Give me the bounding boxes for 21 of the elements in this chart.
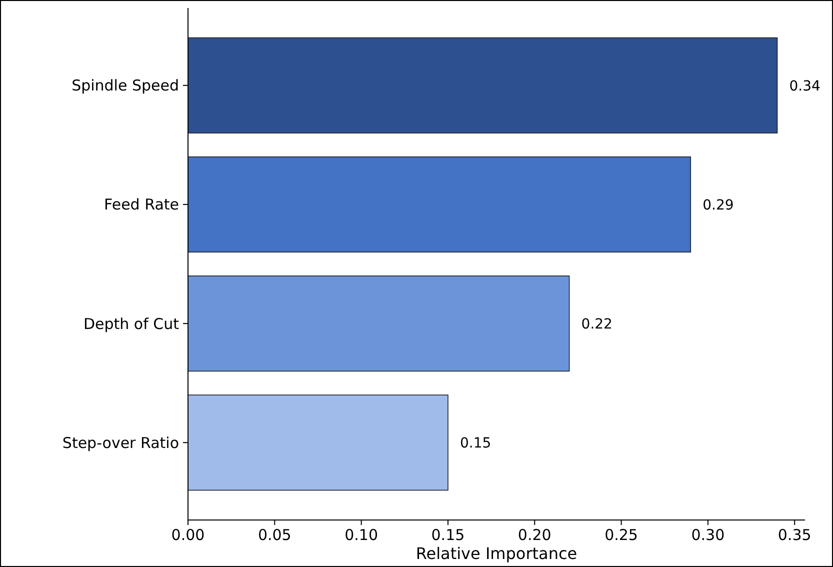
x-tick-label: 0.15 bbox=[431, 526, 465, 544]
y-tick-label: Spindle Speed bbox=[72, 76, 179, 95]
y-tick-label: Feed Rate bbox=[104, 196, 179, 214]
bar bbox=[188, 37, 778, 134]
data-label: 0.29 bbox=[702, 197, 734, 214]
x-tick-label: 0.20 bbox=[518, 526, 552, 544]
x-tick-label: 0.00 bbox=[171, 526, 205, 544]
bar bbox=[188, 394, 448, 491]
x-tick-label: 0.10 bbox=[344, 526, 378, 544]
x-axis-title: Relative Importance bbox=[416, 544, 578, 563]
data-label: 0.15 bbox=[460, 436, 492, 452]
bar bbox=[188, 276, 570, 372]
y-tick-label: Depth of Cut bbox=[83, 314, 180, 333]
bar bbox=[188, 156, 692, 252]
data-label: 0.34 bbox=[789, 78, 821, 94]
y-tick-label: Step-over Ratio bbox=[62, 434, 179, 452]
data-label: 0.22 bbox=[581, 316, 612, 332]
x-tick-label: 0.25 bbox=[604, 526, 638, 544]
x-tick-label: 0.35 bbox=[778, 526, 812, 544]
x-tick-label: 0.05 bbox=[258, 526, 292, 544]
x-tick-label: 0.30 bbox=[691, 526, 725, 544]
